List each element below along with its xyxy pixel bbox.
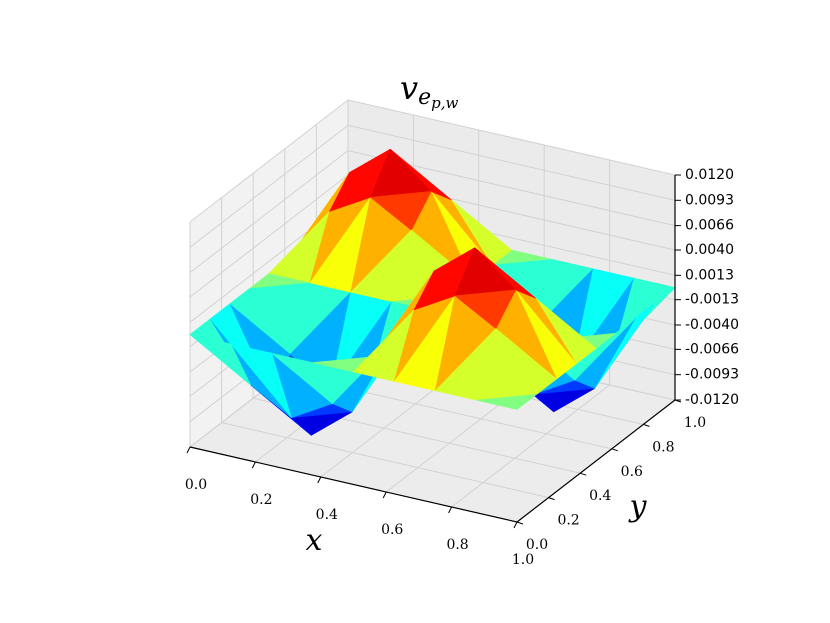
y-tick <box>611 448 618 452</box>
surface <box>189 148 676 436</box>
z-tick-label: 0.0066 <box>685 218 734 234</box>
surface-face <box>189 334 251 386</box>
title-subsub: p,w <box>431 94 458 112</box>
x-tick-label: 0.8 <box>446 537 468 553</box>
y-tick-label: 1.0 <box>684 415 706 431</box>
x-tick-label: 0.2 <box>250 492 272 508</box>
z-grid-line <box>189 150 676 274</box>
z-tick-label: -0.0093 <box>685 367 739 383</box>
surface-face <box>370 191 432 231</box>
x-tick <box>448 506 453 514</box>
y-tick-label: 0.8 <box>652 439 674 455</box>
y-tick-label: 0.4 <box>589 488 611 504</box>
z-grid-line <box>189 99 676 223</box>
x-tick <box>513 521 518 529</box>
y-tick-label: 0.6 <box>621 464 643 480</box>
y-tick <box>580 472 587 476</box>
x-axis-label: x <box>306 523 323 558</box>
y-axis-line <box>516 399 676 523</box>
y-tick <box>548 497 555 501</box>
title-base: v <box>400 69 418 107</box>
title-sub: e <box>418 85 431 110</box>
x-tick <box>186 446 191 454</box>
y-tick-label: 0.0 <box>526 537 548 553</box>
y-axis-label: y <box>628 489 648 524</box>
x-tick-label: 1.0 <box>512 552 534 568</box>
y-tick-label: 0.2 <box>557 513 579 529</box>
z-tick-label: -0.0066 <box>685 341 739 357</box>
x-tick-label: 0.0 <box>185 477 207 493</box>
y-tick <box>516 521 524 525</box>
z-tick-label: -0.0120 <box>685 392 739 408</box>
z-tick-label: 0.0093 <box>685 192 734 208</box>
x-tick <box>317 476 322 484</box>
z-tick-label: 0.0040 <box>685 242 734 258</box>
surface-face <box>230 343 292 418</box>
surface-face <box>454 289 516 329</box>
z-tick-label: 0.0013 <box>685 267 734 283</box>
x-tick <box>382 491 387 499</box>
z-tick-label: -0.0013 <box>685 292 739 308</box>
chart-title: vep,w <box>400 69 458 113</box>
z-tick-label: -0.0040 <box>685 317 739 333</box>
surface-face <box>475 393 538 410</box>
axes: 0.00.20.40.60.81.00.00.20.40.60.81.0-0.0… <box>185 167 739 568</box>
y-tick <box>643 423 650 427</box>
x-tick <box>251 461 256 469</box>
z-grid-line <box>189 124 676 248</box>
x-tick-label: 0.6 <box>381 522 403 538</box>
z-tick-label: 0.0120 <box>685 167 734 183</box>
x-axis-line <box>189 446 518 523</box>
x-tick-label: 0.4 <box>316 507 338 523</box>
